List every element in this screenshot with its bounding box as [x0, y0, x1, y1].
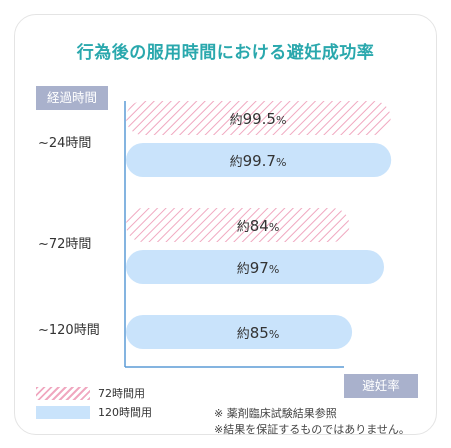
legend-label-120h: 120時間用: [98, 406, 152, 419]
chart-title: 行為後の服用時間における避妊成功率: [76, 43, 375, 63]
bar-120h-2: [126, 315, 353, 349]
note-source: ※ 薬剤臨床試験結果参照: [214, 407, 337, 420]
bar-value-label: 約99.5%: [230, 110, 287, 128]
y-axis-tag: 経過時間: [36, 86, 108, 110]
category-label-72h: ~72時間: [38, 237, 92, 252]
bar-72h-0: [126, 101, 391, 135]
note-disclaimer: ※結果を保証するものではありません。: [214, 423, 410, 436]
category-label-120h: ~120時間: [38, 323, 100, 338]
bar-120h-0: [126, 143, 392, 177]
bar-value-label: 約85%: [237, 324, 280, 342]
legend-label-72h: 72時間用: [98, 387, 145, 400]
legend-swatch-72h: [36, 387, 90, 400]
category-label-24h: ~24時間: [38, 136, 92, 151]
x-axis-tag: 避妊率: [344, 374, 418, 398]
bar-120h-1: [126, 250, 385, 284]
bar-72h-1: [126, 208, 350, 242]
bar-value-label: 約99.7%: [230, 152, 287, 170]
bar-value-label: 約97%: [237, 259, 280, 277]
legend-swatch-120h: [36, 406, 90, 419]
bar-value-label: 約84%: [237, 217, 280, 235]
